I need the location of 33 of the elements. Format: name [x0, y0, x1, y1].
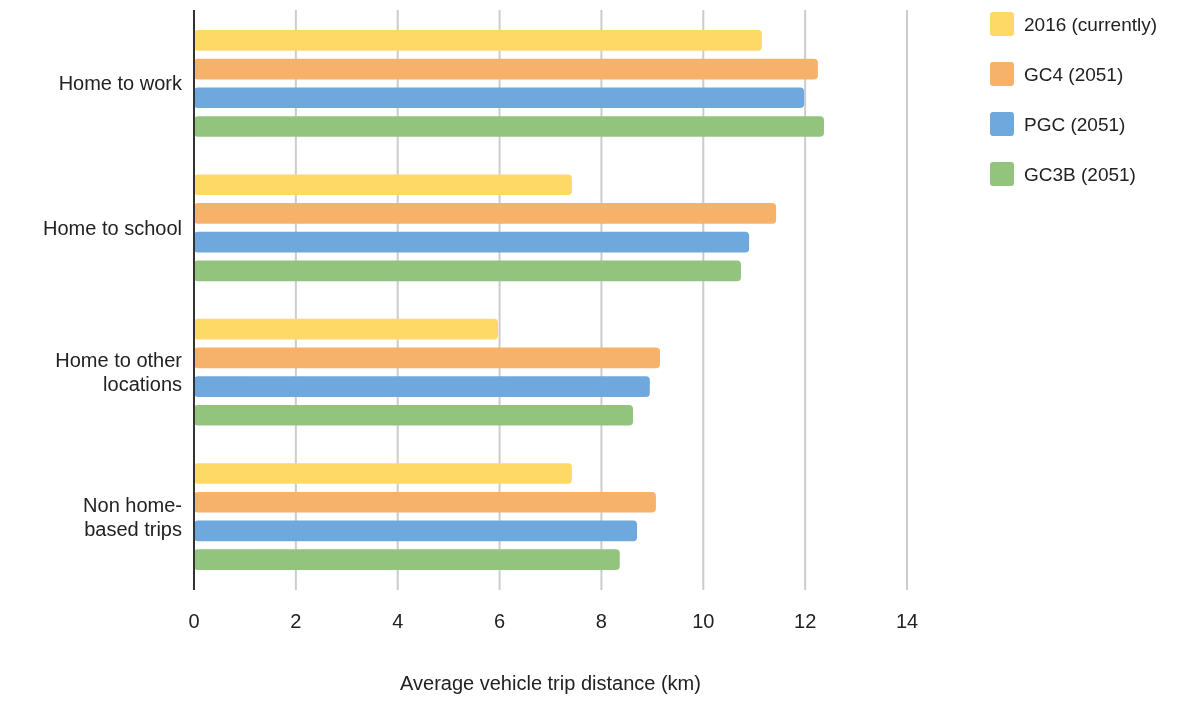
x-axis-title: Average vehicle trip distance (km): [400, 672, 701, 694]
bar: [194, 318, 499, 340]
bar: [194, 231, 750, 253]
x-tick-label: 4: [392, 610, 404, 632]
y-tick-label: Non home-based trips: [83, 493, 182, 540]
bar: [194, 30, 762, 51]
bar: [194, 58, 818, 80]
bar: [194, 491, 656, 513]
bar: [194, 347, 660, 369]
bar: [194, 203, 777, 224]
legend-label: GC3B (2051): [1024, 164, 1136, 185]
legend-label: 2016 (currently): [1024, 14, 1158, 35]
bar: [194, 87, 805, 109]
bar: [194, 174, 572, 196]
bar: [194, 520, 638, 542]
legend-label: PGC (2051): [1024, 114, 1126, 135]
bar: [194, 549, 620, 570]
x-tick-label: 14: [895, 610, 919, 632]
bar: [194, 404, 633, 426]
x-tick-label: 8: [595, 610, 607, 632]
x-tick-label: 6: [494, 610, 506, 632]
bar: [194, 463, 572, 484]
x-tick-label: 2: [290, 610, 302, 632]
y-tick-label: Home to work: [58, 72, 183, 95]
bar: [194, 376, 650, 397]
x-tick-label: 0: [188, 610, 200, 632]
y-tick-label: Home to school: [43, 216, 182, 239]
y-tick-label: Home to other locations: [55, 349, 183, 396]
legend-label: GC4 (2051): [1024, 64, 1124, 85]
bar: [194, 260, 741, 282]
x-tick-label: 10: [692, 610, 715, 632]
x-tick-label: 12: [794, 610, 817, 632]
bar: [194, 116, 824, 137]
